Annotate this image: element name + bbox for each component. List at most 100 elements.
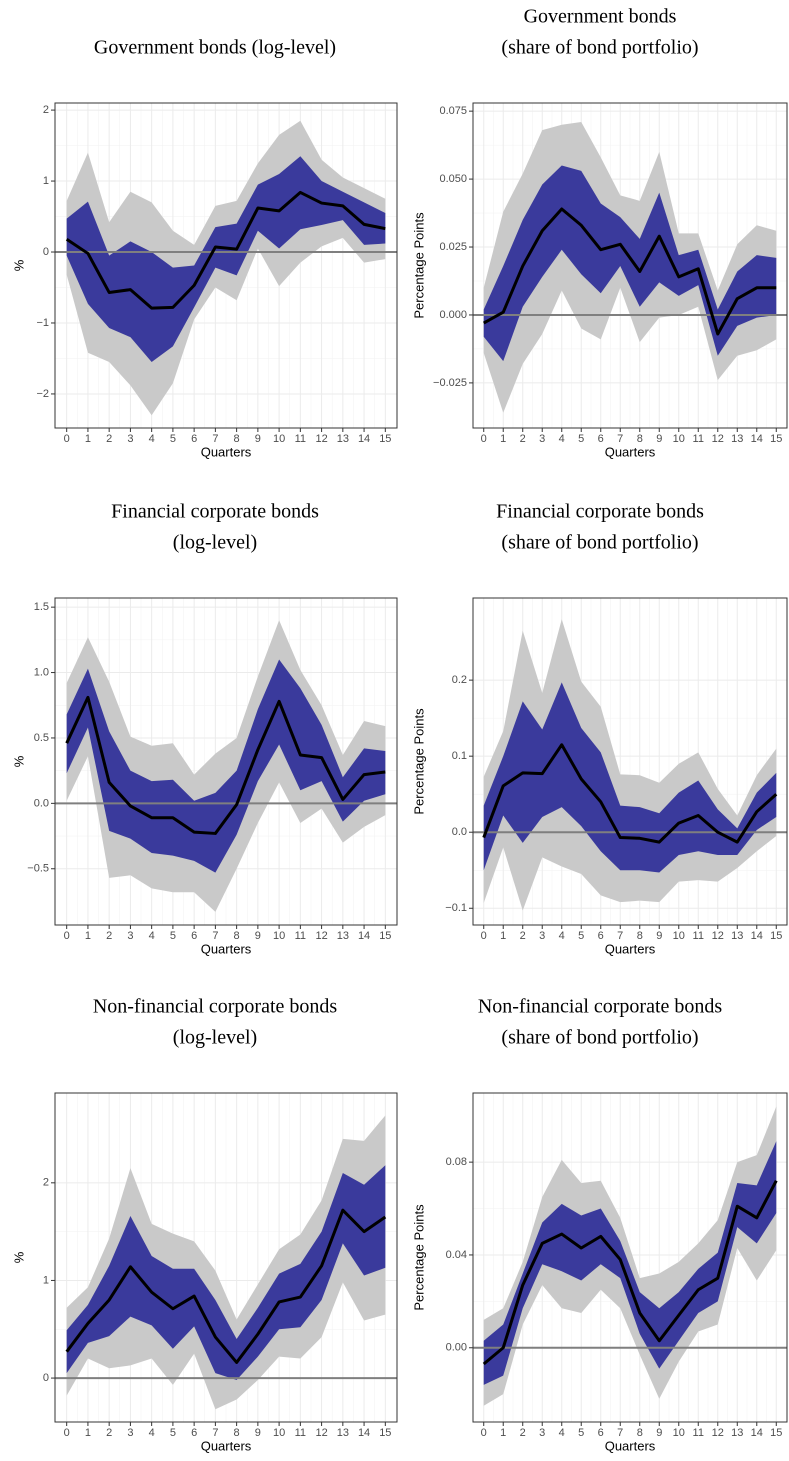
confidence-band: [66, 659, 386, 873]
x-tick-label: 0: [481, 1427, 487, 1439]
x-tick-label: 15: [379, 1427, 391, 1439]
x-tick-label: 4: [559, 1427, 565, 1439]
panel-title: (share of bond portfolio): [501, 1027, 698, 1049]
x-tick-label: 14: [358, 1427, 370, 1439]
panel: Government bonds (log-level)0 1 2 3 4 5 6 7 8 9 10…: [11, 37, 398, 459]
x-tick-label: 9: [656, 433, 662, 445]
x-tick-label: 11: [693, 1427, 704, 1439]
estimate-line: [482, 207, 777, 336]
x-tick-label: 6: [598, 930, 604, 942]
x-tick-label: 7: [617, 1427, 623, 1439]
y-tick-label: −0.1: [445, 902, 467, 914]
x-tick-label: 14: [751, 433, 763, 445]
panel: Non-financial corporate bonds (share of b…: [411, 996, 788, 1453]
x-tick-label: 9: [656, 1427, 662, 1439]
y-tick-label: 0.08: [446, 1156, 467, 1168]
x-tick-label: 3: [539, 433, 545, 445]
x-tick-label: 9: [255, 930, 261, 942]
panel-title: Financial corporate bonds: [111, 501, 319, 523]
plot-border: [472, 597, 788, 926]
confidence-band: [483, 682, 777, 873]
x-tick-label: 6: [191, 930, 197, 942]
x-tick-label: 15: [379, 930, 391, 942]
x-axis-label: Quarters: [605, 444, 656, 459]
plot-border: [472, 1092, 788, 1423]
x-tick-label: 1: [85, 1427, 91, 1439]
y-tick-label: 0: [43, 246, 49, 258]
y-tick-label: 1: [43, 1274, 49, 1286]
x-tick-label: 15: [770, 433, 782, 445]
x-tick-label: 6: [598, 433, 604, 445]
x-tick-label: 7: [617, 433, 623, 445]
x-tick-label: 8: [637, 930, 643, 942]
confidence-band: [483, 1141, 777, 1385]
panel-title: (share of bond portfolio): [501, 37, 698, 59]
x-tick-label: 4: [149, 433, 155, 445]
x-tick-label: 6: [191, 1427, 197, 1439]
panel-title: Non-financial corporate bonds: [478, 996, 723, 1018]
panel-title: Government bonds (log-level): [94, 37, 336, 59]
y-axis-label: %: [11, 755, 26, 767]
y-tick-label: 0.025: [439, 241, 467, 253]
y-axis-label: Percentage Points: [411, 1204, 426, 1311]
y-tick-label: 1.5: [34, 601, 49, 613]
x-tick-label: 10: [273, 433, 285, 445]
x-tick-label: 14: [751, 930, 763, 942]
x-tick-label: 7: [212, 1427, 218, 1439]
x-tick-label: 3: [539, 1427, 545, 1439]
x-tick-label: 13: [337, 433, 349, 445]
x-tick-label: 13: [731, 1427, 743, 1439]
plot-border: [54, 1092, 398, 1423]
panel-title: (log-level): [173, 532, 257, 554]
panel-title: Financial corporate bonds: [496, 501, 704, 523]
y-tick-label: 0.050: [439, 173, 467, 185]
confidence-band: [66, 1115, 386, 1410]
x-tick-label: 10: [673, 930, 685, 942]
x-tick-label: 4: [559, 433, 565, 445]
y-axis-label: Percentage Points: [411, 212, 426, 319]
x-tick-label: 2: [520, 1427, 526, 1439]
x-tick-label: 10: [273, 930, 285, 942]
estimate-line: [65, 190, 386, 310]
x-tick-label: 7: [212, 930, 218, 942]
x-tick-label: 13: [731, 930, 743, 942]
y-tick-label: 0.0: [34, 797, 49, 809]
x-tick-label: 10: [273, 1427, 285, 1439]
x-tick-label: 9: [255, 433, 261, 445]
x-tick-label: 3: [127, 930, 133, 942]
plot-border: [472, 102, 788, 429]
y-tick-label: 0.0: [452, 826, 467, 838]
x-tick-label: 11: [295, 1427, 306, 1439]
x-tick-label: 15: [770, 930, 782, 942]
x-tick-label: 8: [637, 433, 643, 445]
x-tick-label: 2: [520, 930, 526, 942]
y-tick-label: 1.0: [34, 666, 49, 678]
x-tick-label: 5: [170, 930, 176, 942]
x-tick-label: 13: [731, 433, 743, 445]
y-tick-label: −0.025: [433, 377, 467, 389]
x-tick-label: 13: [337, 1427, 349, 1439]
x-tick-label: 11: [693, 433, 704, 445]
y-axis-label: %: [11, 1251, 26, 1263]
x-tick-label: 8: [234, 1427, 240, 1439]
x-tick-label: 12: [315, 433, 327, 445]
x-tick-label: 7: [212, 433, 218, 445]
y-tick-label: 0.2: [452, 674, 467, 686]
x-axis-label: Quarters: [605, 1438, 656, 1453]
x-tick-label: 3: [127, 433, 133, 445]
y-tick-label: 0.00: [446, 1342, 467, 1354]
x-tick-label: 8: [234, 930, 240, 942]
x-axis-label: Quarters: [201, 941, 252, 956]
x-tick-label: 7: [617, 930, 623, 942]
x-tick-label: 9: [656, 930, 662, 942]
panel: Financial corporate bonds (share of bond …: [411, 501, 788, 956]
y-tick-label: 0.075: [439, 105, 467, 117]
x-tick-label: 5: [578, 930, 584, 942]
estimate-line: [482, 743, 778, 844]
y-axis-label: Percentage Points: [411, 708, 426, 815]
x-tick-label: 8: [234, 433, 240, 445]
x-tick-label: 14: [751, 1427, 763, 1439]
x-tick-label: 4: [149, 930, 155, 942]
panel: Non-financial corporate bonds (log-level)…: [11, 996, 398, 1453]
